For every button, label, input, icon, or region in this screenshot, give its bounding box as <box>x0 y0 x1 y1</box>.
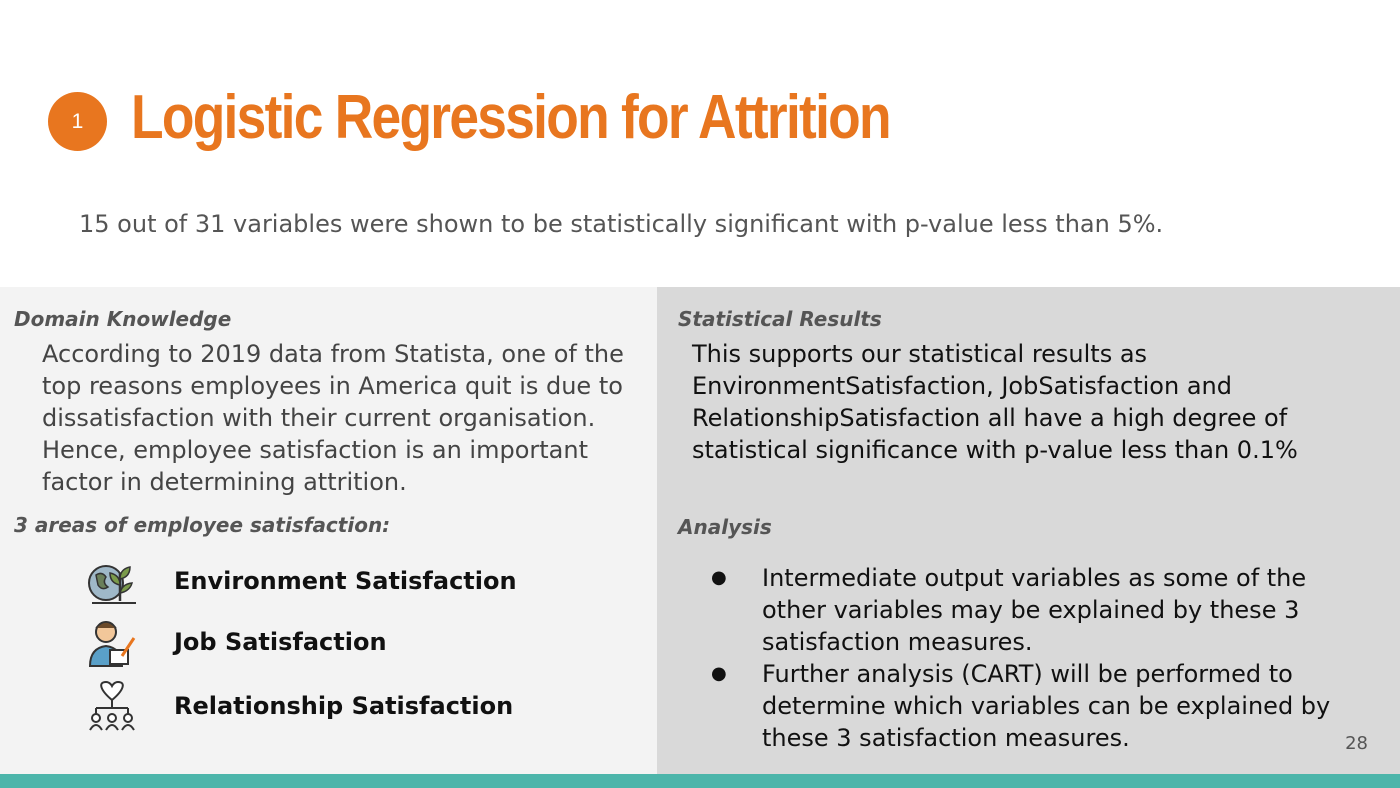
page-title: Logistic Regression for Attrition <box>131 83 892 152</box>
environment-satisfaction-label: Environment Satisfaction <box>174 567 517 595</box>
analysis-heading: Analysis <box>678 515 772 539</box>
statistical-results-text: This supports our statistical results as… <box>692 340 1298 464</box>
analysis-bullet-list: Intermediate output variables as some of… <box>711 562 1361 754</box>
environment-satisfaction-item: Environment Satisfaction <box>86 555 517 607</box>
domain-knowledge-heading: Domain Knowledge <box>14 307 232 331</box>
page-subtitle: 15 out of 31 variables were shown to be … <box>79 210 1164 238</box>
job-satisfaction-label: Job Satisfaction <box>174 628 387 656</box>
environment-icon <box>88 565 136 604</box>
section-number-badge: 1 <box>48 92 107 151</box>
job-icon <box>88 621 136 667</box>
section-number: 1 <box>71 109 84 133</box>
relationship-satisfaction-item: Relationship Satisfaction <box>86 680 513 732</box>
analysis-bullet: Intermediate output variables as some of… <box>711 562 1361 658</box>
domain-knowledge-text: According to 2019 data from Statista, on… <box>42 340 624 496</box>
relationship-icon <box>89 680 135 731</box>
footer-bar <box>0 774 1400 788</box>
job-satisfaction-item: Job Satisfaction <box>86 616 387 668</box>
statistical-results-heading: Statistical Results <box>678 307 882 331</box>
relationship-satisfaction-label: Relationship Satisfaction <box>174 692 514 720</box>
page-number: 28 <box>1345 733 1368 754</box>
satisfaction-areas-heading: 3 areas of employee satisfaction: <box>14 513 391 537</box>
analysis-bullet: Further analysis (CART) will be performe… <box>711 658 1361 754</box>
